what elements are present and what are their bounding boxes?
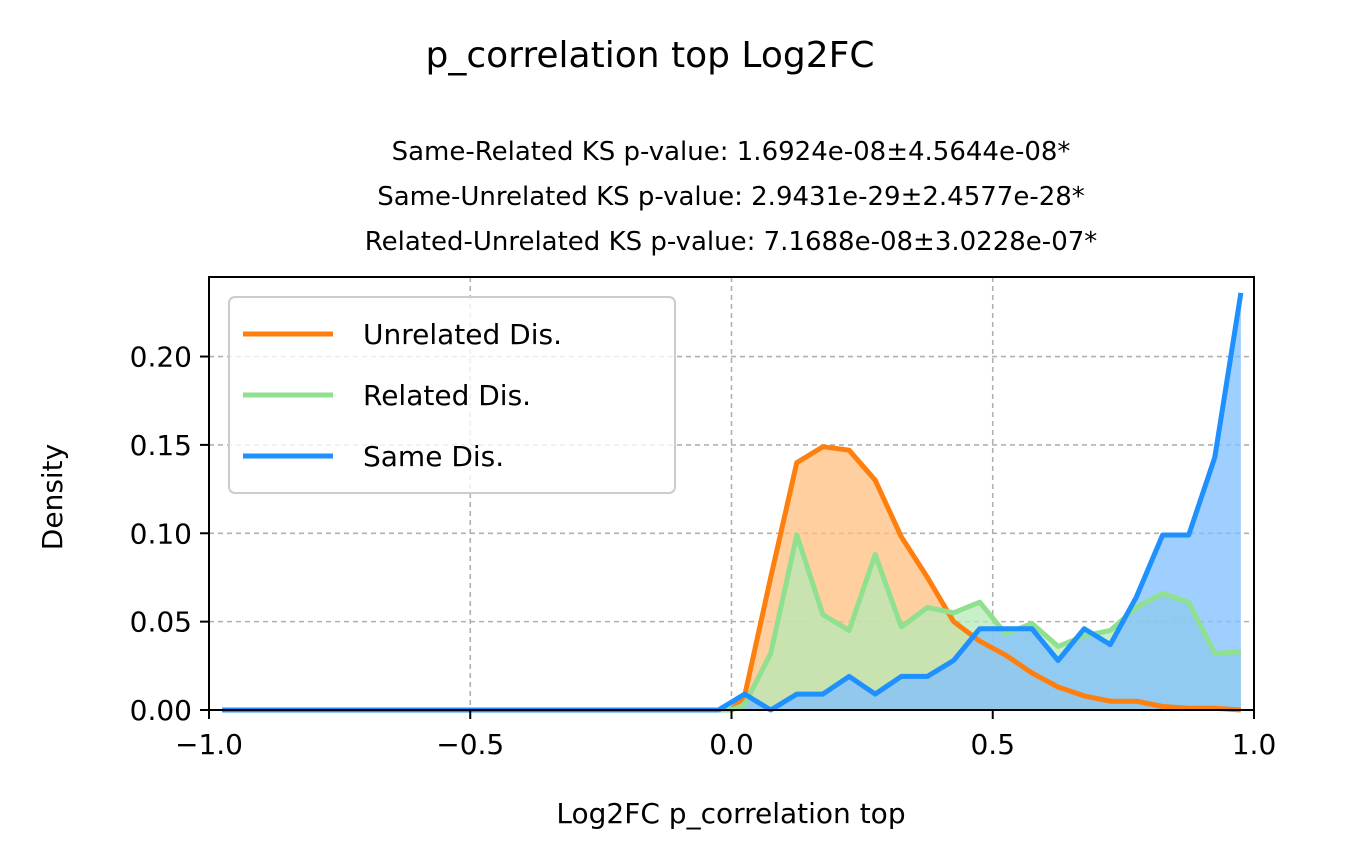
y-tick-label: 0.10 xyxy=(130,517,192,550)
subtitle-line-1: Same-Related KS p-value: 1.6924e-08±4.56… xyxy=(392,137,1071,167)
x-tick-label: −0.5 xyxy=(436,728,504,761)
subtitle-line-3: Related-Unrelated KS p-value: 7.1688e-08… xyxy=(365,227,1098,257)
y-axis-label: Density xyxy=(36,444,69,550)
x-tick-label: −1.0 xyxy=(175,728,243,761)
y-tick-label: 0.05 xyxy=(130,606,192,639)
chart-title: p_correlation top Log2FC xyxy=(426,35,875,76)
y-tick-label: 0.20 xyxy=(130,341,192,374)
x-tick-label: 0.0 xyxy=(709,728,754,761)
line-same xyxy=(222,292,1244,713)
subtitle-line-2: Same-Unrelated KS p-value: 2.9431e-29±2.… xyxy=(377,182,1085,212)
area-same xyxy=(222,292,1241,710)
legend-label-related: Related Dis. xyxy=(363,379,531,412)
x-axis-label: Log2FC p_correlation top xyxy=(556,797,905,830)
x-tick-label: 0.5 xyxy=(970,728,1015,761)
y-tick-label: 0.00 xyxy=(130,694,192,727)
line-unrelated xyxy=(222,444,1242,713)
line-related xyxy=(222,532,1242,713)
legend: Unrelated Dis. Related Dis. Same Dis. xyxy=(228,296,676,494)
y-tick-label: 0.15 xyxy=(130,429,192,462)
legend-label-unrelated: Unrelated Dis. xyxy=(363,318,562,351)
series-layer xyxy=(222,292,1244,713)
legend-label-same: Same Dis. xyxy=(363,440,504,473)
legend-frame xyxy=(228,296,676,494)
axis-ticks: −1.0 −0.5 0.0 0.5 1.0 0.00 0.05 0.10 0.15 0.20 xyxy=(130,341,1277,761)
x-tick-label: 1.0 xyxy=(1232,728,1277,761)
